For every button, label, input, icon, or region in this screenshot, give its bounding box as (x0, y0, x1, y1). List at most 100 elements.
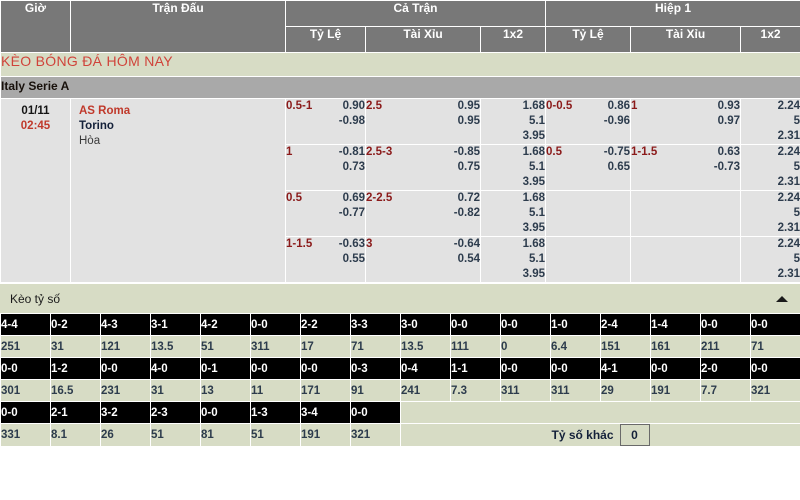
full-overunder-cell[interactable]: 2.5-3 -0.85 0.75 (365, 144, 481, 191)
overunder-line[interactable]: 1-1.5 (631, 146, 658, 158)
score-label[interactable]: 2-0 (700, 357, 751, 380)
score-odds[interactable]: 7.7 (700, 379, 751, 402)
score-label[interactable]: 0-0 (500, 357, 551, 380)
1x2-away[interactable]: 3.95 (522, 130, 546, 142)
correct-score-header[interactable]: Kèo tỷ số (0, 283, 800, 313)
score-odds[interactable]: 0 (500, 335, 551, 358)
table-row[interactable]: 01/11 02:45 AS Roma Torino Hòa 0.5-1 0.90… (0, 98, 800, 283)
triangle-up-icon[interactable] (776, 295, 788, 302)
score-label[interactable]: 0-0 (300, 357, 351, 380)
score-label[interactable]: 0-3 (350, 357, 401, 380)
score-odds[interactable]: 31 (50, 335, 101, 358)
score-label[interactable]: 0-0 (650, 357, 701, 380)
score-odds[interactable]: 301 (0, 379, 51, 402)
score-odds[interactable]: 321 (350, 423, 401, 447)
score-odds[interactable]: 251 (0, 335, 51, 358)
1x2-draw[interactable]: 5.1 (529, 115, 546, 127)
score-odds[interactable]: 26 (100, 423, 151, 447)
overunder-line[interactable]: 2-2.5 (366, 192, 393, 204)
score-odds[interactable]: 13 (200, 379, 251, 402)
score-label[interactable]: 1-1 (450, 357, 501, 380)
half-1x2-cell[interactable]: 2.24 5 2.31 (740, 190, 800, 237)
full-overunder-cell[interactable]: 3 -0.64 0.54 (365, 236, 481, 283)
1x2-home[interactable]: 2.24 (777, 238, 800, 250)
score-odds[interactable]: 211 (700, 335, 751, 358)
score-label[interactable]: 1-4 (650, 313, 701, 336)
score-label[interactable]: 4-1 (600, 357, 651, 380)
score-odds[interactable]: 31 (150, 379, 201, 402)
score-odds[interactable]: 311 (500, 379, 551, 402)
over-odds[interactable]: -0.85 (453, 146, 480, 158)
score-odds[interactable]: 231 (100, 379, 151, 402)
score-label[interactable]: 2-4 (600, 313, 651, 336)
1x2-away[interactable]: 3.95 (522, 268, 546, 280)
handicap-away-odds[interactable]: 0.65 (607, 161, 631, 173)
score-odds[interactable]: 29 (600, 379, 651, 402)
1x2-draw[interactable]: 5 (793, 115, 800, 127)
score-odds[interactable]: 111 (450, 335, 501, 358)
score-odds[interactable]: 13.5 (150, 335, 201, 358)
score-label[interactable]: 0-0 (450, 313, 501, 336)
half-overunder-cell[interactable]: 1-1.5 0.63 -0.73 (630, 144, 742, 191)
score-label[interactable]: 0-0 (750, 313, 800, 336)
score-label[interactable]: 1-3 (250, 401, 301, 424)
score-odds[interactable]: 171 (300, 379, 351, 402)
1x2-draw[interactable]: 5 (793, 207, 800, 219)
league-cell[interactable]: Italy Serie A (0, 76, 800, 99)
other-score-input[interactable]: 0 (619, 424, 650, 446)
under-odds[interactable]: 0.54 (457, 253, 480, 265)
half-1x2-cell[interactable]: 2.24 5 2.31 (740, 98, 800, 145)
handicap-line[interactable]: 0-0.5 (546, 100, 573, 112)
score-label[interactable]: 0-0 (350, 401, 401, 424)
score-odds[interactable]: 16.5 (50, 379, 101, 402)
handicap-line[interactable]: 0.5 (546, 146, 563, 158)
other-score-cell[interactable]: Tỷ số khác 0 (400, 423, 800, 447)
score-label[interactable]: 0-0 (750, 357, 800, 380)
score-label[interactable]: 0-0 (250, 313, 301, 336)
score-label[interactable]: 4-2 (200, 313, 251, 336)
1x2-home[interactable]: 1.68 (522, 146, 546, 158)
score-label[interactable]: 0-0 (500, 313, 551, 336)
score-odds[interactable]: 121 (100, 335, 151, 358)
score-label[interactable]: 0-0 (700, 313, 751, 336)
1x2-away[interactable]: 2.31 (777, 222, 800, 234)
1x2-draw[interactable]: 5 (793, 253, 800, 265)
score-label[interactable]: 3-1 (150, 313, 201, 336)
under-odds[interactable]: 0.75 (457, 161, 480, 173)
handicap-away-odds[interactable]: -0.77 (338, 207, 365, 219)
handicap-line[interactable]: 0.5-1 (286, 100, 313, 112)
score-odds[interactable]: 191 (650, 379, 701, 402)
score-label[interactable]: 0-1 (200, 357, 251, 380)
score-odds[interactable]: 51 (250, 423, 301, 447)
table-row[interactable]: 1-1.5 -0.63 0.55 3 -0.64 0.54 1.68 5.1 3.9… (1, 236, 800, 283)
handicap-home-odds[interactable]: -0.75 (603, 146, 631, 158)
1x2-home[interactable]: 1.68 (522, 192, 546, 204)
handicap-away-odds[interactable]: 0.55 (342, 253, 365, 265)
score-label[interactable]: 0-0 (0, 357, 51, 380)
1x2-draw[interactable]: 5.1 (529, 207, 546, 219)
score-odds[interactable]: 8.1 (50, 423, 101, 447)
full-1x2-cell[interactable]: 1.68 5.1 3.95 (479, 144, 547, 191)
table-row[interactable]: 1 -0.81 0.73 2.5-3 -0.85 0.75 1.68 5.1 3.9… (1, 144, 800, 191)
score-label[interactable]: 0-0 (550, 357, 601, 380)
score-label[interactable]: 3-4 (300, 401, 351, 424)
1x2-away[interactable]: 3.95 (522, 176, 546, 188)
under-odds[interactable]: 0.95 (457, 115, 480, 127)
1x2-away[interactable]: 3.95 (522, 222, 546, 234)
1x2-home[interactable]: 2.24 (777, 192, 800, 204)
handicap-away-odds[interactable]: -0.96 (603, 115, 631, 127)
handicap-away-odds[interactable]: 0.73 (342, 161, 365, 173)
full-handicap-cell[interactable]: 0.5-1 0.90 -0.98 (285, 98, 366, 145)
full-overunder-cell[interactable]: 2.5 0.95 0.95 (365, 98, 481, 145)
score-label[interactable]: 1-0 (550, 313, 601, 336)
score-label[interactable]: 0-0 (100, 357, 151, 380)
full-1x2-cell[interactable]: 1.68 5.1 3.95 (479, 236, 547, 283)
score-odds[interactable]: 71 (350, 335, 401, 358)
score-odds[interactable]: 311 (550, 379, 601, 402)
score-odds[interactable]: 151 (600, 335, 651, 358)
score-odds[interactable]: 311 (250, 335, 301, 358)
score-label[interactable]: 2-2 (300, 313, 351, 336)
half-handicap-cell[interactable]: 0.5 -0.75 0.65 (545, 144, 632, 191)
score-label[interactable]: 4-3 (100, 313, 151, 336)
score-label[interactable]: 0-2 (50, 313, 101, 336)
